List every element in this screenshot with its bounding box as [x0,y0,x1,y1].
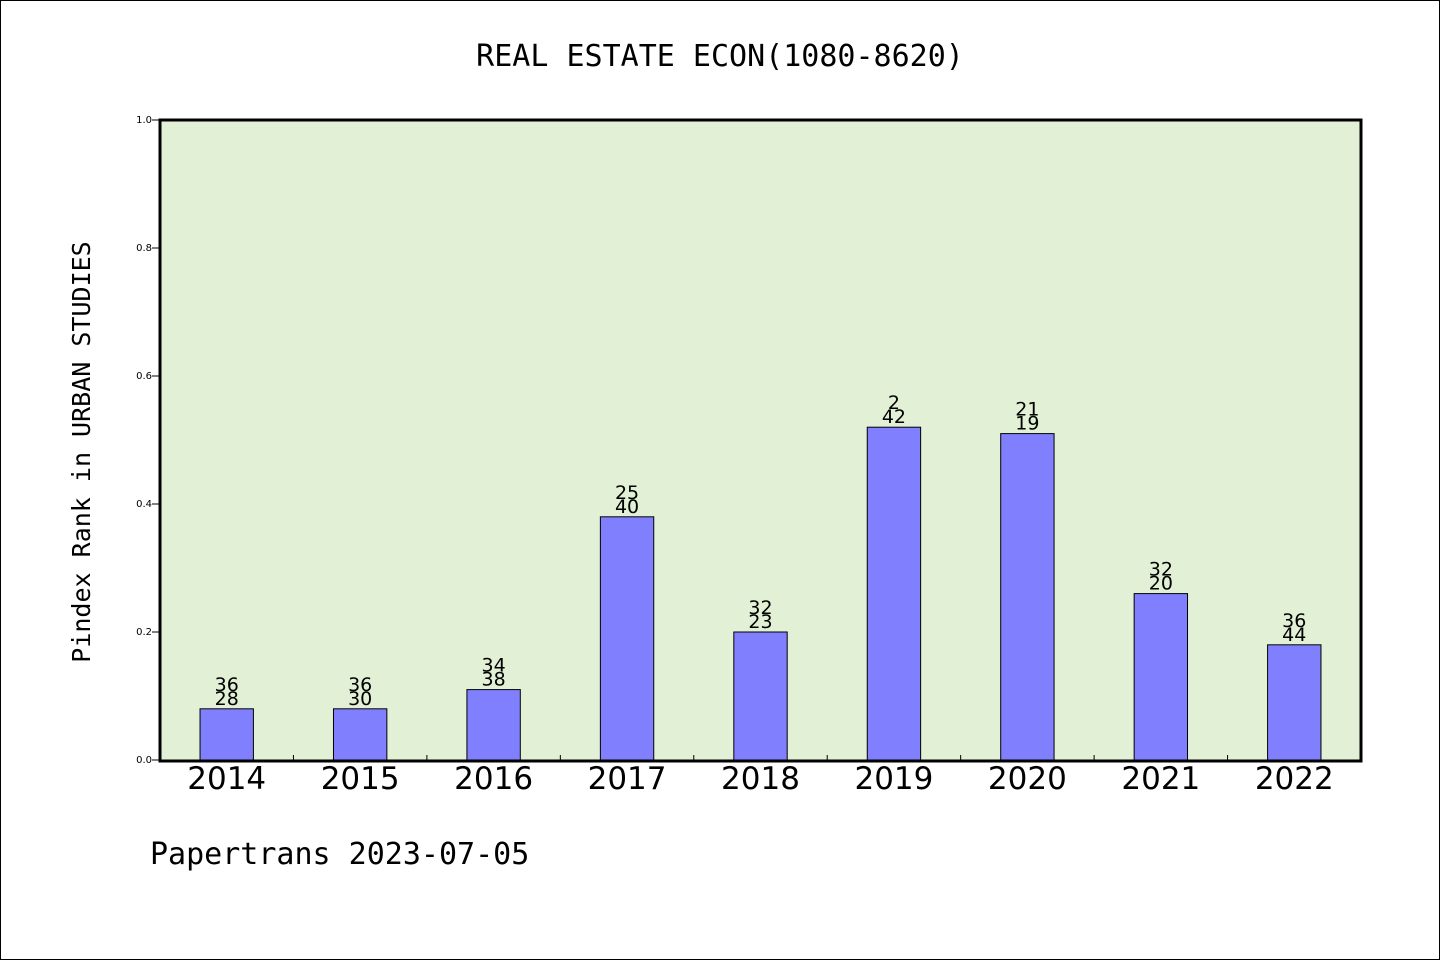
x-tick-label: 2016 [454,761,533,797]
bar-label-bottom: 38 [482,669,506,691]
bar-label-bottom: 30 [348,688,372,710]
bar-label-top: 25 [615,482,639,504]
y-tick-label: 0.4 [136,499,152,510]
bar-2020 [1000,433,1055,761]
bar-label-top: 32 [748,597,772,619]
bar-2019 [866,426,922,761]
x-tick-label: 2021 [1121,761,1200,797]
y-tick-label: 0.8 [136,243,152,254]
y-tick-label: 0.0 [136,755,152,766]
x-tick-label: 2017 [588,761,667,797]
y-axis: 0.0 0.2 0.4 0.6 0.8 1.0 [136,115,160,766]
x-tick-label: 2019 [854,761,933,797]
x-tick-label: 2014 [187,761,266,797]
y-axis-label: Pindex Rank in URBAN STUDIES [67,241,96,662]
bar-label-bottom: 44 [1282,624,1306,646]
bar-2021 [1133,593,1189,761]
bar-label-top: 36 [348,674,372,696]
bar-2016 [466,689,521,761]
bar-label-top: 34 [482,655,506,677]
bar-label-top: 21 [1015,399,1039,421]
x-tick-label: 2020 [988,761,1067,797]
bar-label-bottom: 20 [1149,573,1173,595]
bar-2015 [332,708,388,761]
chart-title: REAL ESTATE ECON(1080-8620) [476,39,964,74]
y-tick-label: 0.6 [136,371,152,382]
x-tick-label: 2018 [721,761,800,797]
y-tick-label: 1.0 [136,115,152,126]
bar-2017 [599,516,655,761]
bar-label-bottom: 42 [882,406,906,428]
y-tick-label: 0.2 [136,627,152,638]
bar-label-bottom: 19 [1015,413,1039,435]
footer-credit: Papertrans 2023-07-05 [150,837,529,872]
bar-label-top: 2 [888,392,900,414]
bar-2018 [733,631,788,761]
bar-label-top: 36 [215,674,239,696]
x-tick-label: 2015 [321,761,400,797]
bar-label-bottom: 23 [748,611,772,633]
bar-2022 [1267,644,1322,761]
bar-label-bottom: 28 [215,688,239,710]
x-axis: 2014 2015 2016 2017 2018 2019 2020 2021 2022 [187,755,1334,797]
bar-label-top: 36 [1282,610,1306,632]
bar-label-top: 32 [1149,559,1173,581]
bar-2014 [199,708,254,761]
x-tick-label: 2022 [1255,761,1334,797]
bar-label-bottom: 40 [615,496,639,518]
